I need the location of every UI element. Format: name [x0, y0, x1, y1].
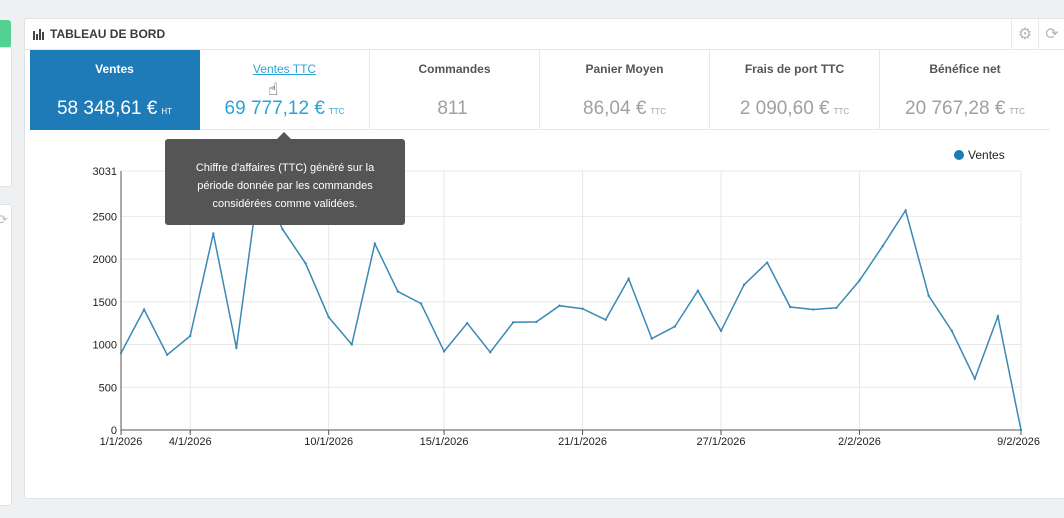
x-tick-label: 15/1/2026	[420, 436, 469, 448]
kpi-value: 69 777,12 € TTC	[224, 98, 345, 119]
data-point	[927, 294, 930, 298]
kpi-value: 2 090,60 € TTC	[739, 98, 850, 119]
kpi-frais-de-port[interactable]: Frais de port TTC 2 090,60 € TTC	[710, 50, 880, 130]
y-tick-label: 2000	[93, 254, 117, 266]
kpi-ventes[interactable]: Ventes 58 348,61 € HT	[30, 50, 200, 130]
data-point	[996, 315, 1000, 318]
x-tick-label: 9/2/2026	[997, 436, 1040, 448]
x-tick-label: 2/2/2026	[838, 436, 881, 448]
panel-title-text: TABLEAU DE BORD	[50, 27, 166, 41]
data-point	[858, 279, 861, 282]
x-tick-label: 21/1/2026	[558, 436, 607, 448]
tooltip-line: Chiffre d'affaires (TTC) généré sur la	[195, 162, 375, 174]
x-tick-label: 10/1/2026	[304, 436, 353, 448]
data-point	[835, 306, 838, 310]
data-point	[742, 283, 746, 286]
data-point	[512, 321, 515, 324]
x-tick-label: 27/1/2026	[697, 436, 746, 448]
kpi-tooltip: Chiffre d'affaires (TTC) généré sur la p…	[165, 132, 405, 225]
data-point	[327, 316, 330, 319]
kpi-commandes[interactable]: Commandes 811	[370, 50, 540, 130]
kpi-value: 86,04 € TTC	[583, 98, 666, 119]
y-tick-label: 2500	[93, 211, 117, 223]
data-point	[396, 290, 400, 293]
gear-icon[interactable]: ⚙	[1011, 19, 1038, 49]
data-point	[212, 232, 215, 235]
panel-title: TABLEAU DE BORD	[33, 27, 165, 41]
data-point	[373, 242, 377, 245]
y-tick-label: 1500	[93, 297, 117, 309]
legend-marker	[954, 150, 964, 160]
y-tick-label: 500	[99, 382, 117, 394]
kpi-ventes-ttc[interactable]: Ventes TTC 69 777,12 € TTC	[200, 50, 370, 130]
tooltip-line: période donnée par les commandes	[197, 180, 373, 192]
data-point	[719, 329, 723, 333]
data-point	[442, 350, 446, 353]
bar-chart-icon	[33, 28, 45, 40]
kpi-label: Frais de port TTC	[744, 62, 845, 76]
data-point	[142, 308, 146, 311]
data-point	[973, 377, 977, 380]
kpi-panier-moyen[interactable]: Panier Moyen 86,04 € TTC	[540, 50, 710, 130]
kpi-label-link[interactable]: Ventes TTC	[252, 62, 317, 76]
data-point	[465, 321, 469, 325]
data-point	[812, 308, 815, 311]
y-tick-label: 1000	[93, 340, 117, 352]
data-point	[604, 318, 607, 321]
tooltip-line: considérées comme validées.	[212, 198, 358, 210]
dashboard-panel: TABLEAU DE BORD ⚙ ⟳ Ventes 58 348,61 € HT…	[24, 18, 1064, 499]
data-point	[650, 337, 653, 340]
data-point	[1019, 428, 1023, 432]
data-point	[627, 277, 630, 280]
data-point	[904, 209, 907, 212]
side-panel	[0, 47, 12, 187]
data-point	[489, 351, 492, 354]
kpi-value: 58 348,61 € HT	[56, 98, 173, 119]
panel-header: TABLEAU DE BORD ⚙ ⟳	[25, 19, 1064, 50]
x-tick-label: 1/1/2026	[100, 436, 143, 448]
legend-label: Ventes	[968, 148, 1005, 162]
data-point	[189, 334, 192, 338]
side-accent	[0, 20, 11, 48]
data-point	[789, 305, 792, 309]
data-point	[696, 289, 700, 292]
data-point	[950, 329, 953, 333]
data-point	[558, 304, 561, 307]
data-point	[235, 346, 238, 350]
kpi-benefice-net[interactable]: Bénéfice net 20 767,28 € TTC	[880, 50, 1050, 130]
y-tick-label: 3031	[93, 166, 117, 178]
kpi-value: 811	[437, 98, 468, 119]
kpi-label: Panier Moyen	[585, 62, 664, 76]
data-point	[350, 343, 353, 346]
data-point	[119, 351, 123, 355]
data-point	[673, 325, 677, 328]
kpi-value: 20 767,28 € TTC	[905, 98, 1025, 119]
data-point	[281, 227, 284, 231]
data-point	[304, 262, 307, 265]
side-refresh-icon[interactable]: ⟳	[0, 212, 8, 227]
hand-cursor-icon: ☝	[268, 80, 279, 99]
kpi-tabs: Ventes 58 348,61 € HT Ventes TTC 69 777,1…	[30, 50, 1064, 130]
kpi-label: Bénéfice net	[929, 62, 1001, 76]
side-panel-lower	[0, 204, 12, 506]
kpi-label: Ventes	[95, 62, 134, 76]
data-point	[881, 245, 884, 248]
x-tick-label: 4/1/2026	[169, 436, 212, 448]
y-tick-label: 0	[111, 425, 117, 437]
data-point	[535, 320, 538, 324]
data-point	[165, 353, 169, 357]
data-point	[765, 261, 769, 264]
panel-tools: ⚙ ⟳	[1011, 19, 1064, 49]
data-point	[581, 307, 584, 310]
refresh-icon[interactable]: ⟳	[1038, 19, 1064, 49]
kpi-label: Commandes	[418, 62, 491, 76]
data-point	[419, 302, 423, 305]
